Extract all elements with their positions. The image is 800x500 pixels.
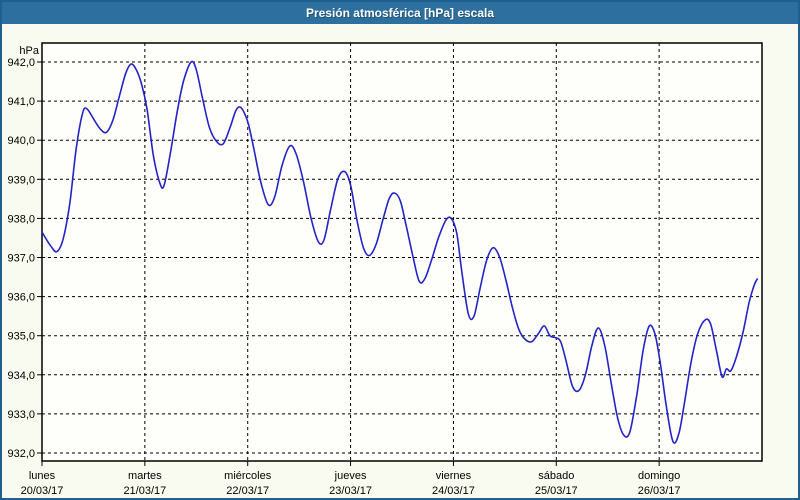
y-tick-label: 934,0: [7, 370, 35, 382]
y-axis-unit-label: hPa: [19, 45, 39, 57]
y-tick-label: 932,0: [7, 448, 35, 460]
x-day-date-label: 23/03/17: [329, 485, 372, 497]
x-day-date-label: 25/03/17: [535, 485, 578, 497]
y-tick-label: 941,0: [7, 96, 35, 108]
chart-title: Presión atmosférica [hPa] escala: [305, 6, 495, 20]
pressure-series-line: [41, 60, 759, 444]
y-tick-label: 940,0: [7, 135, 35, 147]
y-tick-label: 936,0: [7, 292, 35, 304]
y-axis-labels: 942,0 941,0 940,0 939,0 938,0 937,0 936,0 935,0…: [7, 57, 35, 460]
x-axis-labels: lunes 20/03/17 martes 21/03/17 miércoles 22/0…: [21, 470, 681, 497]
plot-area: [42, 43, 762, 461]
x-day-date-label: 20/03/17: [21, 485, 64, 497]
x-day-date-label: 22/03/17: [226, 485, 269, 497]
x-day-date-label: 26/03/17: [638, 485, 681, 497]
x-day-name-label: viernes: [436, 470, 472, 482]
plot-frame: [41, 42, 763, 462]
y-tick-label: 939,0: [7, 174, 35, 186]
x-day-name-label: lunes: [29, 470, 56, 482]
y-tick-label: 933,0: [7, 409, 35, 421]
x-day-name-label: martes: [128, 470, 162, 482]
x-day-name-label: jueves: [334, 470, 367, 482]
y-gridlines: [37, 61, 762, 454]
x-day-date-label: 21/03/17: [123, 485, 166, 497]
y-tick-label: 937,0: [7, 253, 35, 265]
x-gridlines: [41, 43, 660, 466]
y-tick-label: 938,0: [7, 213, 35, 225]
y-tick-label: 935,0: [7, 331, 35, 343]
x-day-name-label: domingo: [638, 470, 680, 482]
x-day-name-label: miércoles: [224, 470, 272, 482]
x-day-date-label: 24/03/17: [432, 485, 475, 497]
chart-title-bar: Presión atmosférica [hPa] escala: [2, 2, 798, 24]
x-day-name-label: sábado: [538, 470, 574, 482]
y-tick-label: 942,0: [7, 57, 35, 69]
